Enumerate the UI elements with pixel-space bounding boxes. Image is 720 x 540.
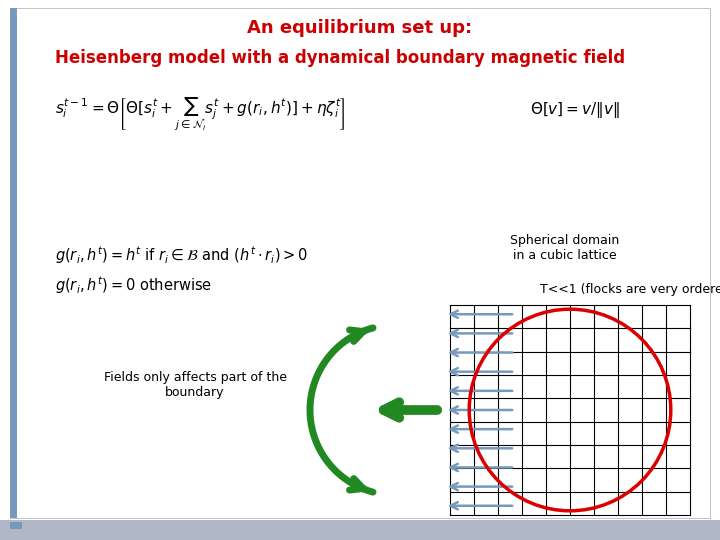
FancyBboxPatch shape bbox=[10, 8, 710, 518]
Text: Heisenberg model with a dynamical boundary magnetic field: Heisenberg model with a dynamical bounda… bbox=[55, 49, 625, 67]
Text: $s_i^{t-1} = \Theta\left[\Theta[s_i^t + \sum_{j\in\mathcal{N}_i} s_j^t + g(r_i,h: $s_i^{t-1} = \Theta\left[\Theta[s_i^t + … bbox=[55, 97, 346, 133]
Text: $\Theta[v] = v/\|v\|$: $\Theta[v] = v/\|v\|$ bbox=[530, 100, 620, 120]
Text: An equilibrium set up:: An equilibrium set up: bbox=[248, 19, 472, 37]
Text: $g(r_i, h^t) = h^t$ if $r_i \in \mathcal{B}$ and $(h^t \cdot r_i) > 0$: $g(r_i, h^t) = h^t$ if $r_i \in \mathcal… bbox=[55, 244, 308, 266]
Text: T<<1 (flocks are very ordered): T<<1 (flocks are very ordered) bbox=[540, 284, 720, 296]
Bar bbox=[10, 522, 22, 529]
Bar bbox=[0, 520, 720, 540]
Bar bbox=[10, 8, 17, 518]
Text: Fields only affects part of the
boundary: Fields only affects part of the boundary bbox=[104, 371, 287, 399]
Text: $g(r_i, h^t) = 0$ otherwise: $g(r_i, h^t) = 0$ otherwise bbox=[55, 274, 212, 296]
Text: Spherical domain
in a cubic lattice: Spherical domain in a cubic lattice bbox=[510, 234, 620, 262]
